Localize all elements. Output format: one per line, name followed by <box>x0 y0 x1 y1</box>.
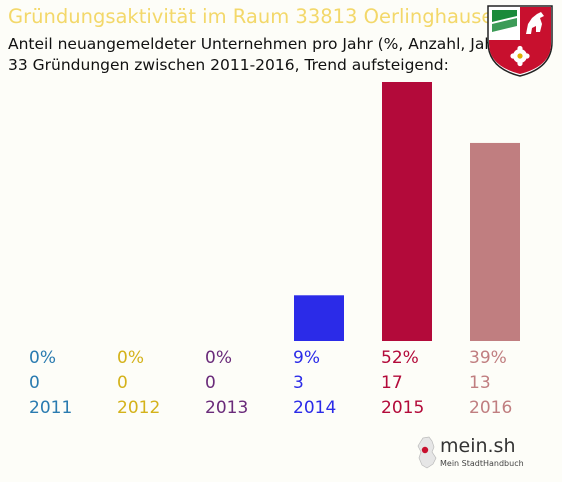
percent-label-2016: 39% <box>469 348 507 368</box>
count-label-2012: 0 <box>117 373 128 393</box>
year-label-2012: 2012 <box>117 398 161 418</box>
bar-2015 <box>382 82 432 341</box>
count-label-2015: 17 <box>381 373 403 393</box>
percent-label-2013: 0% <box>205 348 232 368</box>
year-label-2013: 2013 <box>205 398 249 418</box>
year-label-2014: 2014 <box>293 398 337 418</box>
bar-2014 <box>294 295 344 341</box>
percent-label-2015: 52% <box>381 348 419 368</box>
year-label-2011: 2011 <box>29 398 73 418</box>
site-tagline: Mein StadtHandbuch <box>440 459 524 468</box>
percent-label-2011: 0% <box>29 348 56 368</box>
count-label-2014: 3 <box>293 373 304 393</box>
count-label-2013: 0 <box>205 373 216 393</box>
year-label-2015: 2015 <box>381 398 425 418</box>
bar-2016 <box>470 142 520 341</box>
germany-map-icon <box>417 436 437 469</box>
percent-label-2012: 0% <box>117 348 144 368</box>
chart-subtitle-line1: Anteil neuangemeldeter Unternehmen pro J… <box>8 35 507 53</box>
meinsh-logo: mein.sh Mein StadtHandbuch <box>414 434 524 474</box>
count-label-2016: 13 <box>469 373 491 393</box>
nrw-coat-of-arms-icon <box>487 5 553 77</box>
year-label-2016: 2016 <box>469 398 513 418</box>
count-label-2011: 0 <box>29 373 40 393</box>
chart-title: Gründungsaktivität im Raum 33813 Oerling… <box>8 5 506 28</box>
percent-label-2014: 9% <box>293 348 320 368</box>
site-name: mein.sh <box>440 435 516 457</box>
chart-subtitle-line2: 33 Gründungen zwischen 2011-2016, Trend … <box>8 56 449 74</box>
